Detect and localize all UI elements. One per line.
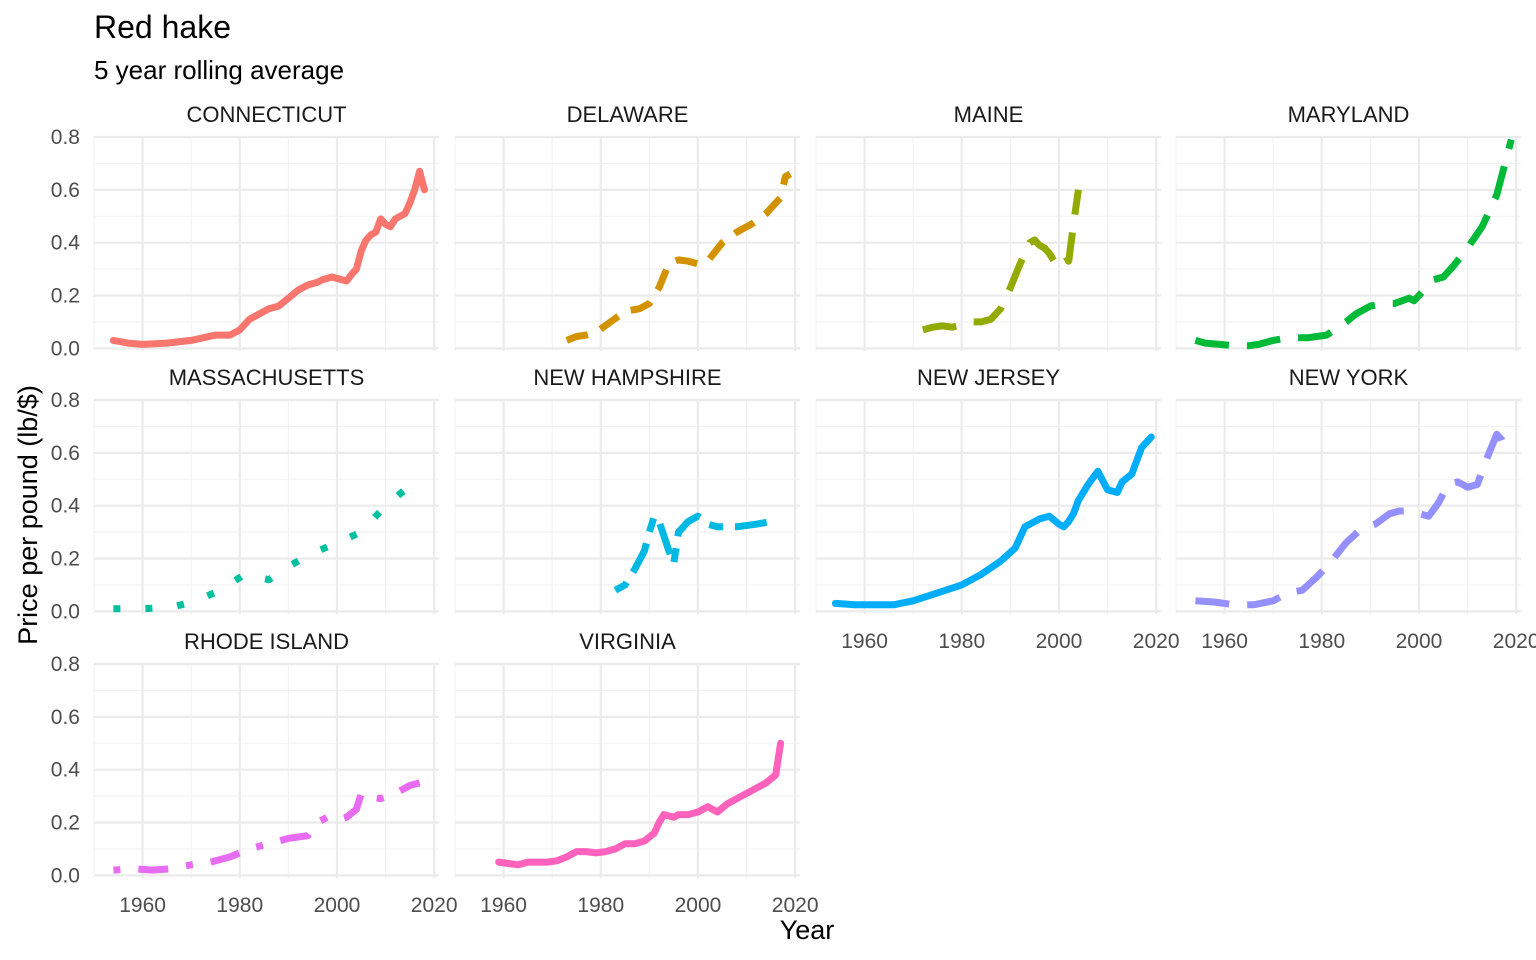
x-tick-label: 1960 — [480, 894, 527, 917]
y-tick-label: 0.6 — [51, 706, 80, 729]
y-tick-label: 0.4 — [51, 759, 81, 782]
x-tick-label: 1980 — [1298, 630, 1345, 653]
facet-panel-connecticut: CONNECTICUT 0.0 0.2 0.4 0.6 0.8 — [51, 102, 439, 360]
facet-label: MAINE — [954, 102, 1024, 127]
y-tick-label: 0.2 — [51, 812, 80, 835]
x-tick-label: 1980 — [938, 630, 985, 653]
x-tick-label: 1980 — [216, 894, 263, 917]
y-tick-label: 0.0 — [51, 864, 80, 887]
series-line-new-york — [1195, 430, 1510, 609]
x-tick-label: 1960 — [1201, 630, 1248, 653]
facet-label: NEW JERSEY — [917, 365, 1060, 390]
facet-panel-new-jersey: NEW JERSEY 1960 1980 2000 2020 — [815, 365, 1180, 653]
y-tick-label: 0.4 — [51, 232, 81, 255]
x-tick-label: 2000 — [1396, 630, 1443, 653]
series-line-maryland — [1194, 138, 1515, 350]
facet-panel-maryland: MARYLAND — [1175, 102, 1521, 351]
facet-panel-virginia: VIRGINIA 1960 1980 2000 2020 — [454, 629, 819, 917]
series-line-delaware — [565, 170, 792, 344]
y-tick-label: 0.2 — [51, 285, 80, 308]
x-axis-title: Year — [780, 915, 835, 945]
facet-panels: CONNECTICUT 0.0 0.2 0.4 0.6 0.8 DELAWARE MAINE M… — [51, 102, 1536, 917]
facet-panel-delaware: DELAWARE — [454, 102, 800, 351]
x-tick-label: 2020 — [411, 894, 458, 917]
chart-subtitle: 5 year rolling average — [94, 55, 344, 85]
facet-label: NEW YORK — [1289, 365, 1409, 390]
y-axis-title: Price per pound (lb/$) — [13, 385, 43, 645]
facet-label: DELAWARE — [567, 102, 689, 127]
x-tick-label: 2000 — [314, 894, 361, 917]
y-tick-label: 0.8 — [51, 389, 80, 412]
series-line-maine — [921, 189, 1082, 334]
x-tick-label: 2000 — [1036, 630, 1083, 653]
y-tick-label: 0.0 — [51, 337, 80, 360]
y-tick-label: 0.4 — [51, 495, 81, 518]
facet-panel-massachusetts: MASSACHUSETTS 0.0 0.2 0.4 0.6 0.8 — [51, 365, 439, 623]
facet-label: MASSACHUSETTS — [169, 365, 365, 390]
series-line-connecticut — [109, 167, 428, 348]
x-tick-label: 2020 — [1133, 630, 1180, 653]
facet-panel-rhode-island: RHODE ISLAND 0.0 0.2 0.4 0.6 0.8 1960 1980 2000 2… — [51, 629, 458, 917]
facet-panel-maine: MAINE — [815, 102, 1161, 351]
series-line-new-hampshire — [613, 512, 772, 594]
y-tick-label: 0.0 — [51, 600, 80, 623]
y-tick-label: 0.2 — [51, 548, 80, 571]
chart-title: Red hake — [94, 9, 231, 45]
facet-panel-new-york: NEW YORK 1960 1980 2000 2020 — [1175, 365, 1536, 653]
facet-label: MARYLAND — [1288, 102, 1410, 127]
facet-label: VIRGINIA — [579, 629, 676, 654]
series-line-massachusetts — [113, 481, 417, 613]
facet-panel-new-hampshire: NEW HAMPSHIRE — [454, 365, 800, 614]
facet-label: NEW HAMPSHIRE — [533, 365, 721, 390]
x-tick-label: 1960 — [841, 630, 888, 653]
x-tick-label: 1980 — [577, 894, 624, 917]
series-line-new-jersey — [831, 433, 1155, 609]
facet-label: CONNECTICUT — [186, 102, 346, 127]
y-tick-label: 0.8 — [51, 126, 80, 149]
x-tick-label: 1960 — [119, 894, 166, 917]
facet-label: RHODE ISLAND — [184, 629, 349, 654]
y-tick-label: 0.6 — [51, 179, 80, 202]
y-tick-label: 0.8 — [51, 653, 80, 676]
x-tick-label: 2020 — [1493, 630, 1536, 653]
x-tick-label: 2000 — [675, 894, 722, 917]
y-tick-label: 0.6 — [51, 442, 80, 465]
series-line-virginia — [495, 739, 785, 869]
x-tick-label: 2020 — [772, 894, 819, 917]
